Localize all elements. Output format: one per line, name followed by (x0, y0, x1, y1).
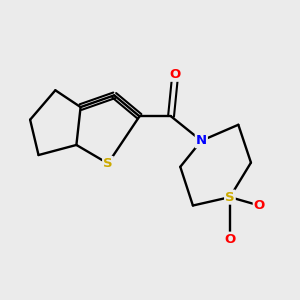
Text: O: O (254, 199, 265, 212)
Text: N: N (196, 134, 207, 147)
Text: S: S (225, 190, 235, 204)
Text: S: S (103, 157, 113, 170)
Text: O: O (169, 68, 181, 81)
Text: O: O (224, 233, 236, 246)
